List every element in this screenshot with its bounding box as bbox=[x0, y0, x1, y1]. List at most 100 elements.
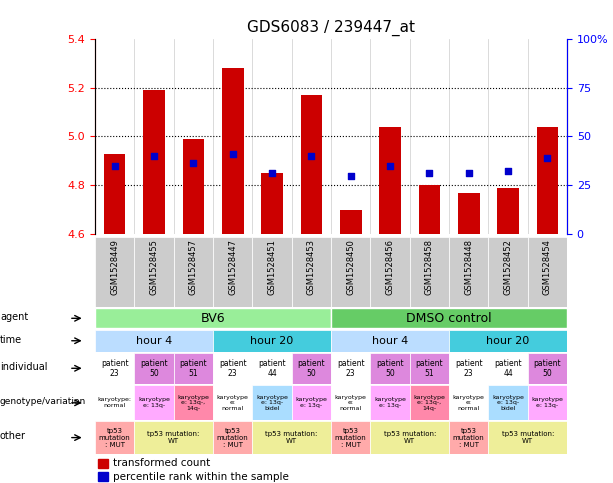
Bar bbox=[489, 385, 528, 420]
Text: tp53 mutation:
WT: tp53 mutation: WT bbox=[384, 431, 436, 444]
Text: karyotype
e:
normal: karyotype e: normal bbox=[453, 395, 485, 411]
Bar bbox=[528, 353, 567, 384]
Bar bbox=[449, 237, 489, 307]
Bar bbox=[331, 421, 370, 454]
Bar bbox=[134, 385, 173, 420]
Bar bbox=[409, 385, 449, 420]
Text: karyotype
e: 13q-: karyotype e: 13q- bbox=[531, 398, 563, 408]
Text: karyotype
e: 13q-,
14q-: karyotype e: 13q-, 14q- bbox=[177, 395, 209, 411]
Bar bbox=[134, 421, 213, 454]
Text: patient
23: patient 23 bbox=[337, 358, 365, 378]
Text: DMSO control: DMSO control bbox=[406, 312, 492, 325]
Bar bbox=[95, 237, 134, 307]
Text: karyotype
e: 13q-
bidel: karyotype e: 13q- bidel bbox=[256, 395, 288, 411]
Bar bbox=[222, 68, 243, 234]
Text: GSM1528456: GSM1528456 bbox=[386, 239, 395, 295]
Text: BV6: BV6 bbox=[200, 312, 226, 325]
Bar bbox=[370, 353, 409, 384]
Point bbox=[149, 152, 159, 160]
Text: GSM1528457: GSM1528457 bbox=[189, 239, 198, 295]
Text: tp53
mutation
: MUT: tp53 mutation : MUT bbox=[99, 427, 131, 448]
Text: GSM1528450: GSM1528450 bbox=[346, 239, 355, 295]
Text: karyotype
e:
normal: karyotype e: normal bbox=[217, 395, 249, 411]
Bar bbox=[213, 421, 253, 454]
Bar bbox=[528, 237, 567, 307]
Text: patient
23: patient 23 bbox=[101, 358, 129, 378]
Text: GSM1528453: GSM1528453 bbox=[307, 239, 316, 295]
Text: GSM1528455: GSM1528455 bbox=[150, 239, 159, 295]
Point bbox=[503, 167, 513, 174]
Text: tp53 mutation:
WT: tp53 mutation: WT bbox=[148, 431, 200, 444]
Bar bbox=[449, 330, 567, 352]
Bar bbox=[331, 385, 370, 420]
Bar bbox=[449, 353, 489, 384]
Text: karyotype
e: 13q-: karyotype e: 13q- bbox=[138, 398, 170, 408]
Point bbox=[464, 169, 474, 177]
Bar bbox=[253, 353, 292, 384]
Text: tp53
mutation
: MUT: tp53 mutation : MUT bbox=[217, 427, 248, 448]
Text: GSM1528454: GSM1528454 bbox=[543, 239, 552, 295]
Bar bbox=[95, 385, 134, 420]
Text: patient
50: patient 50 bbox=[533, 358, 561, 378]
Bar bbox=[370, 385, 409, 420]
Bar bbox=[253, 385, 292, 420]
Bar bbox=[97, 472, 108, 481]
Text: tp53
mutation
: MUT: tp53 mutation : MUT bbox=[453, 427, 484, 448]
Text: tp53 mutation:
WT: tp53 mutation: WT bbox=[501, 431, 554, 444]
Text: patient
44: patient 44 bbox=[494, 358, 522, 378]
Bar bbox=[379, 127, 401, 234]
Title: GDS6083 / 239447_at: GDS6083 / 239447_at bbox=[247, 20, 415, 36]
Bar bbox=[489, 421, 567, 454]
Point bbox=[346, 172, 356, 180]
Text: hour 20: hour 20 bbox=[250, 336, 294, 346]
Bar bbox=[449, 385, 489, 420]
Text: transformed count: transformed count bbox=[113, 458, 210, 469]
Bar bbox=[300, 95, 322, 234]
Text: individual: individual bbox=[0, 362, 47, 372]
Text: time: time bbox=[0, 335, 22, 345]
Bar bbox=[340, 210, 362, 234]
Bar bbox=[253, 237, 292, 307]
Bar bbox=[536, 127, 558, 234]
Bar bbox=[292, 237, 331, 307]
Bar bbox=[143, 90, 165, 234]
Bar bbox=[183, 139, 204, 234]
Text: karyotype:
normal: karyotype: normal bbox=[97, 398, 132, 408]
Bar bbox=[95, 330, 213, 352]
Bar bbox=[292, 353, 331, 384]
Text: hour 4: hour 4 bbox=[136, 336, 172, 346]
Point bbox=[385, 162, 395, 170]
Text: agent: agent bbox=[0, 313, 28, 322]
Text: hour 4: hour 4 bbox=[372, 336, 408, 346]
Bar bbox=[449, 421, 489, 454]
Bar bbox=[497, 188, 519, 234]
Text: GSM1528449: GSM1528449 bbox=[110, 239, 119, 295]
Point bbox=[228, 150, 238, 157]
Bar bbox=[261, 173, 283, 234]
Bar bbox=[409, 237, 449, 307]
Bar bbox=[292, 385, 331, 420]
Text: tp53
mutation
: MUT: tp53 mutation : MUT bbox=[335, 427, 367, 448]
Bar bbox=[95, 421, 134, 454]
Bar bbox=[134, 237, 173, 307]
Bar bbox=[331, 330, 449, 352]
Text: patient
23: patient 23 bbox=[219, 358, 246, 378]
Text: GSM1528451: GSM1528451 bbox=[267, 239, 276, 295]
Text: patient
50: patient 50 bbox=[140, 358, 168, 378]
Text: other: other bbox=[0, 431, 26, 441]
Text: tp53 mutation:
WT: tp53 mutation: WT bbox=[265, 431, 318, 444]
Bar bbox=[213, 385, 253, 420]
Point bbox=[267, 169, 277, 177]
Bar bbox=[97, 459, 108, 468]
Bar bbox=[173, 237, 213, 307]
Text: patient
23: patient 23 bbox=[455, 358, 482, 378]
Text: patient
50: patient 50 bbox=[297, 358, 325, 378]
Bar bbox=[409, 353, 449, 384]
Bar bbox=[213, 353, 253, 384]
Bar bbox=[458, 193, 479, 234]
Bar bbox=[370, 237, 409, 307]
Bar bbox=[213, 237, 253, 307]
Text: genotype/variation: genotype/variation bbox=[0, 397, 86, 406]
Text: GSM1528448: GSM1528448 bbox=[464, 239, 473, 295]
Text: GSM1528458: GSM1528458 bbox=[425, 239, 434, 295]
